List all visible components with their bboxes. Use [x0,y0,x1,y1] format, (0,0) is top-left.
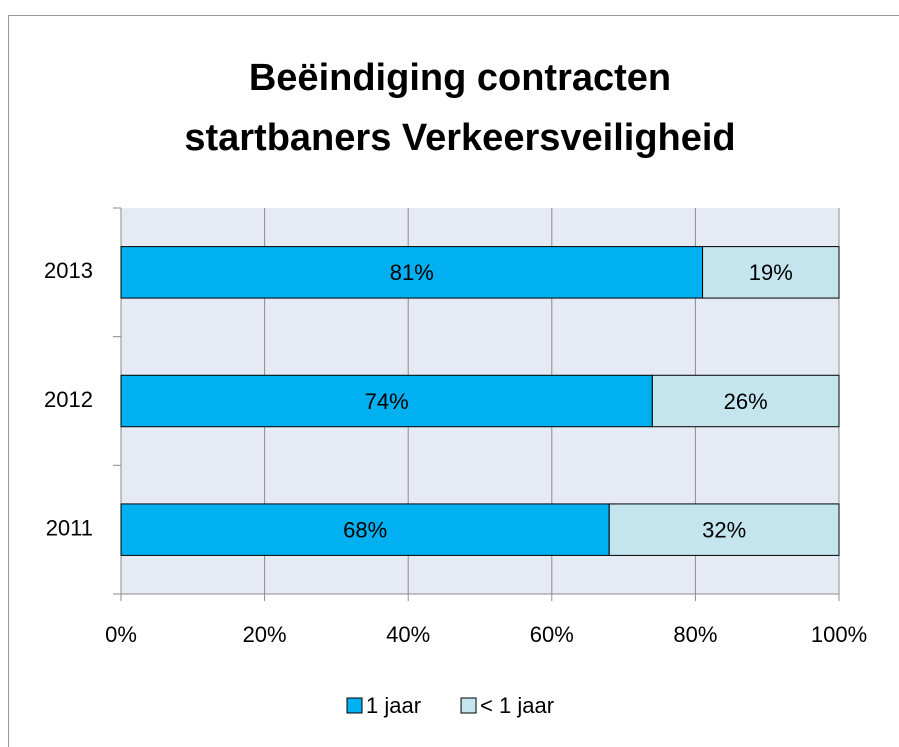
chart-title: Beëindiging contracten [249,57,671,99]
data-label: 74% [365,389,409,414]
x-tick-label: 0% [105,622,137,647]
y-tick-label: 2011 [46,515,93,540]
legend-swatch [460,697,477,714]
x-tick-label: 40% [386,622,430,647]
x-tick-label: 20% [243,622,287,647]
bar-segment [120,246,704,299]
x-tick-label: 100% [811,622,867,647]
data-label: 19% [749,260,793,285]
y-tick-label: 2012 [44,387,93,412]
x-tick-label: 80% [673,622,717,647]
legend-label: 1 jaar [366,693,421,718]
x-tick-label: 60% [530,622,574,647]
bar-segment [702,246,840,299]
data-label: 26% [724,389,768,414]
y-tick-label: 2013 [44,258,93,283]
bar-segment [651,374,840,428]
data-label: 81% [390,260,434,285]
bar-segment [608,503,840,556]
legend-label: < 1 jaar [480,693,554,718]
data-label: 32% [702,517,746,542]
bar-segment [120,503,610,556]
chart-title: startbaners Verkeersveiligheid [184,117,735,159]
data-label: 68% [343,517,387,542]
bar-segment [120,374,653,428]
legend-swatch [346,697,363,714]
